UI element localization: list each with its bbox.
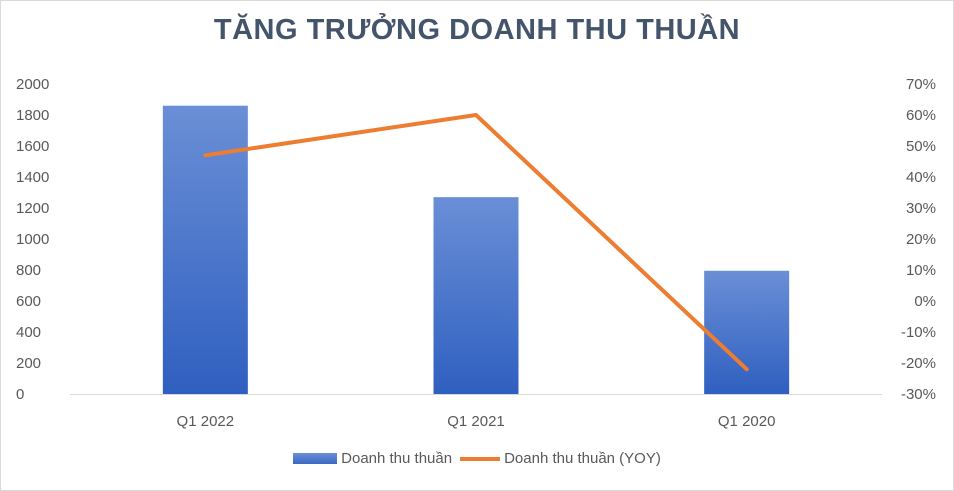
y-left-tick-label: 2000 — [16, 76, 49, 93]
y-right-tick-label: 10% — [906, 262, 936, 279]
legend-item-line: Doanh thu thuần (YOY) — [460, 450, 661, 467]
y-right-tick-label: 20% — [906, 231, 936, 248]
y-right-tick-label: 60% — [906, 107, 936, 124]
y-left-tick-label: 1600 — [16, 138, 49, 155]
y-right-tick-label: -20% — [901, 355, 936, 372]
y-left-tick-label: 0 — [16, 386, 24, 403]
legend-swatch-line — [460, 456, 501, 461]
x-tick-label: Q1 2020 — [718, 413, 776, 430]
legend: Doanh thu thuần Doanh thu thuần (YOY) — [0, 450, 954, 467]
legend-swatch-bar — [293, 453, 338, 464]
y-right-tick-label: 50% — [906, 138, 936, 155]
y-right-tick-label: 30% — [906, 200, 936, 217]
legend-item-bar: Doanh thu thuần — [293, 450, 452, 467]
chart-title: TĂNG TRƯỞNG DOANH THU THUẦN — [213, 14, 741, 46]
y-left-tick-label: 1400 — [16, 169, 49, 186]
bar — [704, 270, 790, 394]
y-left-tick-label: 400 — [16, 324, 41, 341]
legend-label-line: Doanh thu thuần (YOY) — [504, 450, 661, 467]
y-right-tick-label: -30% — [901, 386, 936, 403]
legend-label-bar: Doanh thu thuần — [341, 450, 453, 467]
y-right-tick-label: 0% — [914, 293, 936, 310]
y-right-tick-label: 40% — [906, 169, 936, 186]
y-left-tick-label: 1000 — [16, 231, 49, 248]
y-left-tick-label: 200 — [16, 355, 41, 372]
x-tick-label: Q1 2022 — [177, 413, 235, 430]
y-right-tick-label: -10% — [901, 324, 936, 341]
y-left-tick-label: 1200 — [16, 200, 49, 217]
x-tick-label: Q1 2021 — [447, 413, 505, 430]
y-left-tick-label: 600 — [16, 293, 41, 310]
y-right-tick-label: 70% — [906, 76, 936, 93]
y-left-tick-label: 800 — [16, 262, 41, 279]
y-left-tick-label: 1800 — [16, 107, 49, 124]
bar — [433, 197, 519, 394]
